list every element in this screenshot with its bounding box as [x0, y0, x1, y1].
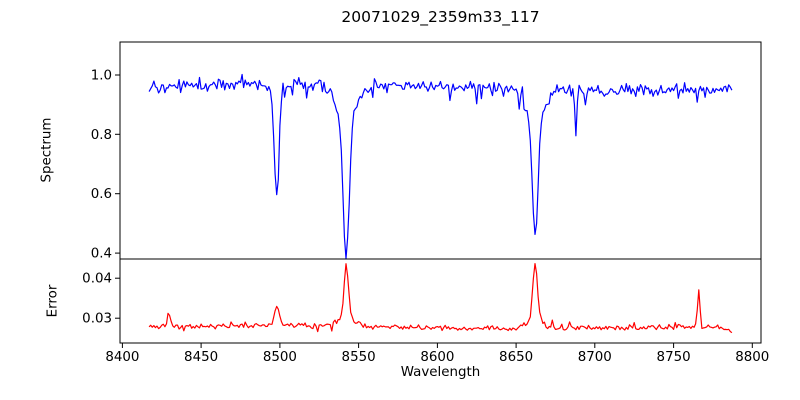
spectrum-y-axis-label: Spectrum	[39, 117, 55, 183]
spectrum-panel-border	[119, 41, 762, 260]
spectrum-line	[148, 73, 733, 259]
y-tick-label: 0.8	[91, 128, 112, 143]
error-y-axis-label: Error	[45, 284, 61, 318]
y-tick-label: 1.0	[91, 69, 112, 84]
x-tick-label: 8600	[420, 350, 454, 365]
y-tick-label: 0.4	[91, 247, 112, 262]
x-tick-label: 8750	[657, 350, 691, 365]
x-axis-label: Wavelength	[400, 365, 481, 380]
y-tick-label: 0.03	[82, 312, 112, 327]
x-tick-label: 8450	[184, 350, 218, 365]
error-line	[148, 263, 733, 334]
x-tick-label: 8500	[263, 350, 297, 365]
y-tick-label: 0.04	[82, 272, 112, 287]
x-tick-label: 8800	[735, 350, 769, 365]
x-tick-label: 8400	[105, 350, 139, 365]
error-panel-border	[119, 258, 762, 344]
x-tick-label: 8550	[342, 350, 376, 365]
y-tick-label: 0.6	[91, 187, 112, 202]
x-tick-label: 8700	[578, 350, 612, 365]
chart-title: 20071029_2359m33_117	[341, 8, 540, 26]
x-tick-label: 8650	[499, 350, 533, 365]
